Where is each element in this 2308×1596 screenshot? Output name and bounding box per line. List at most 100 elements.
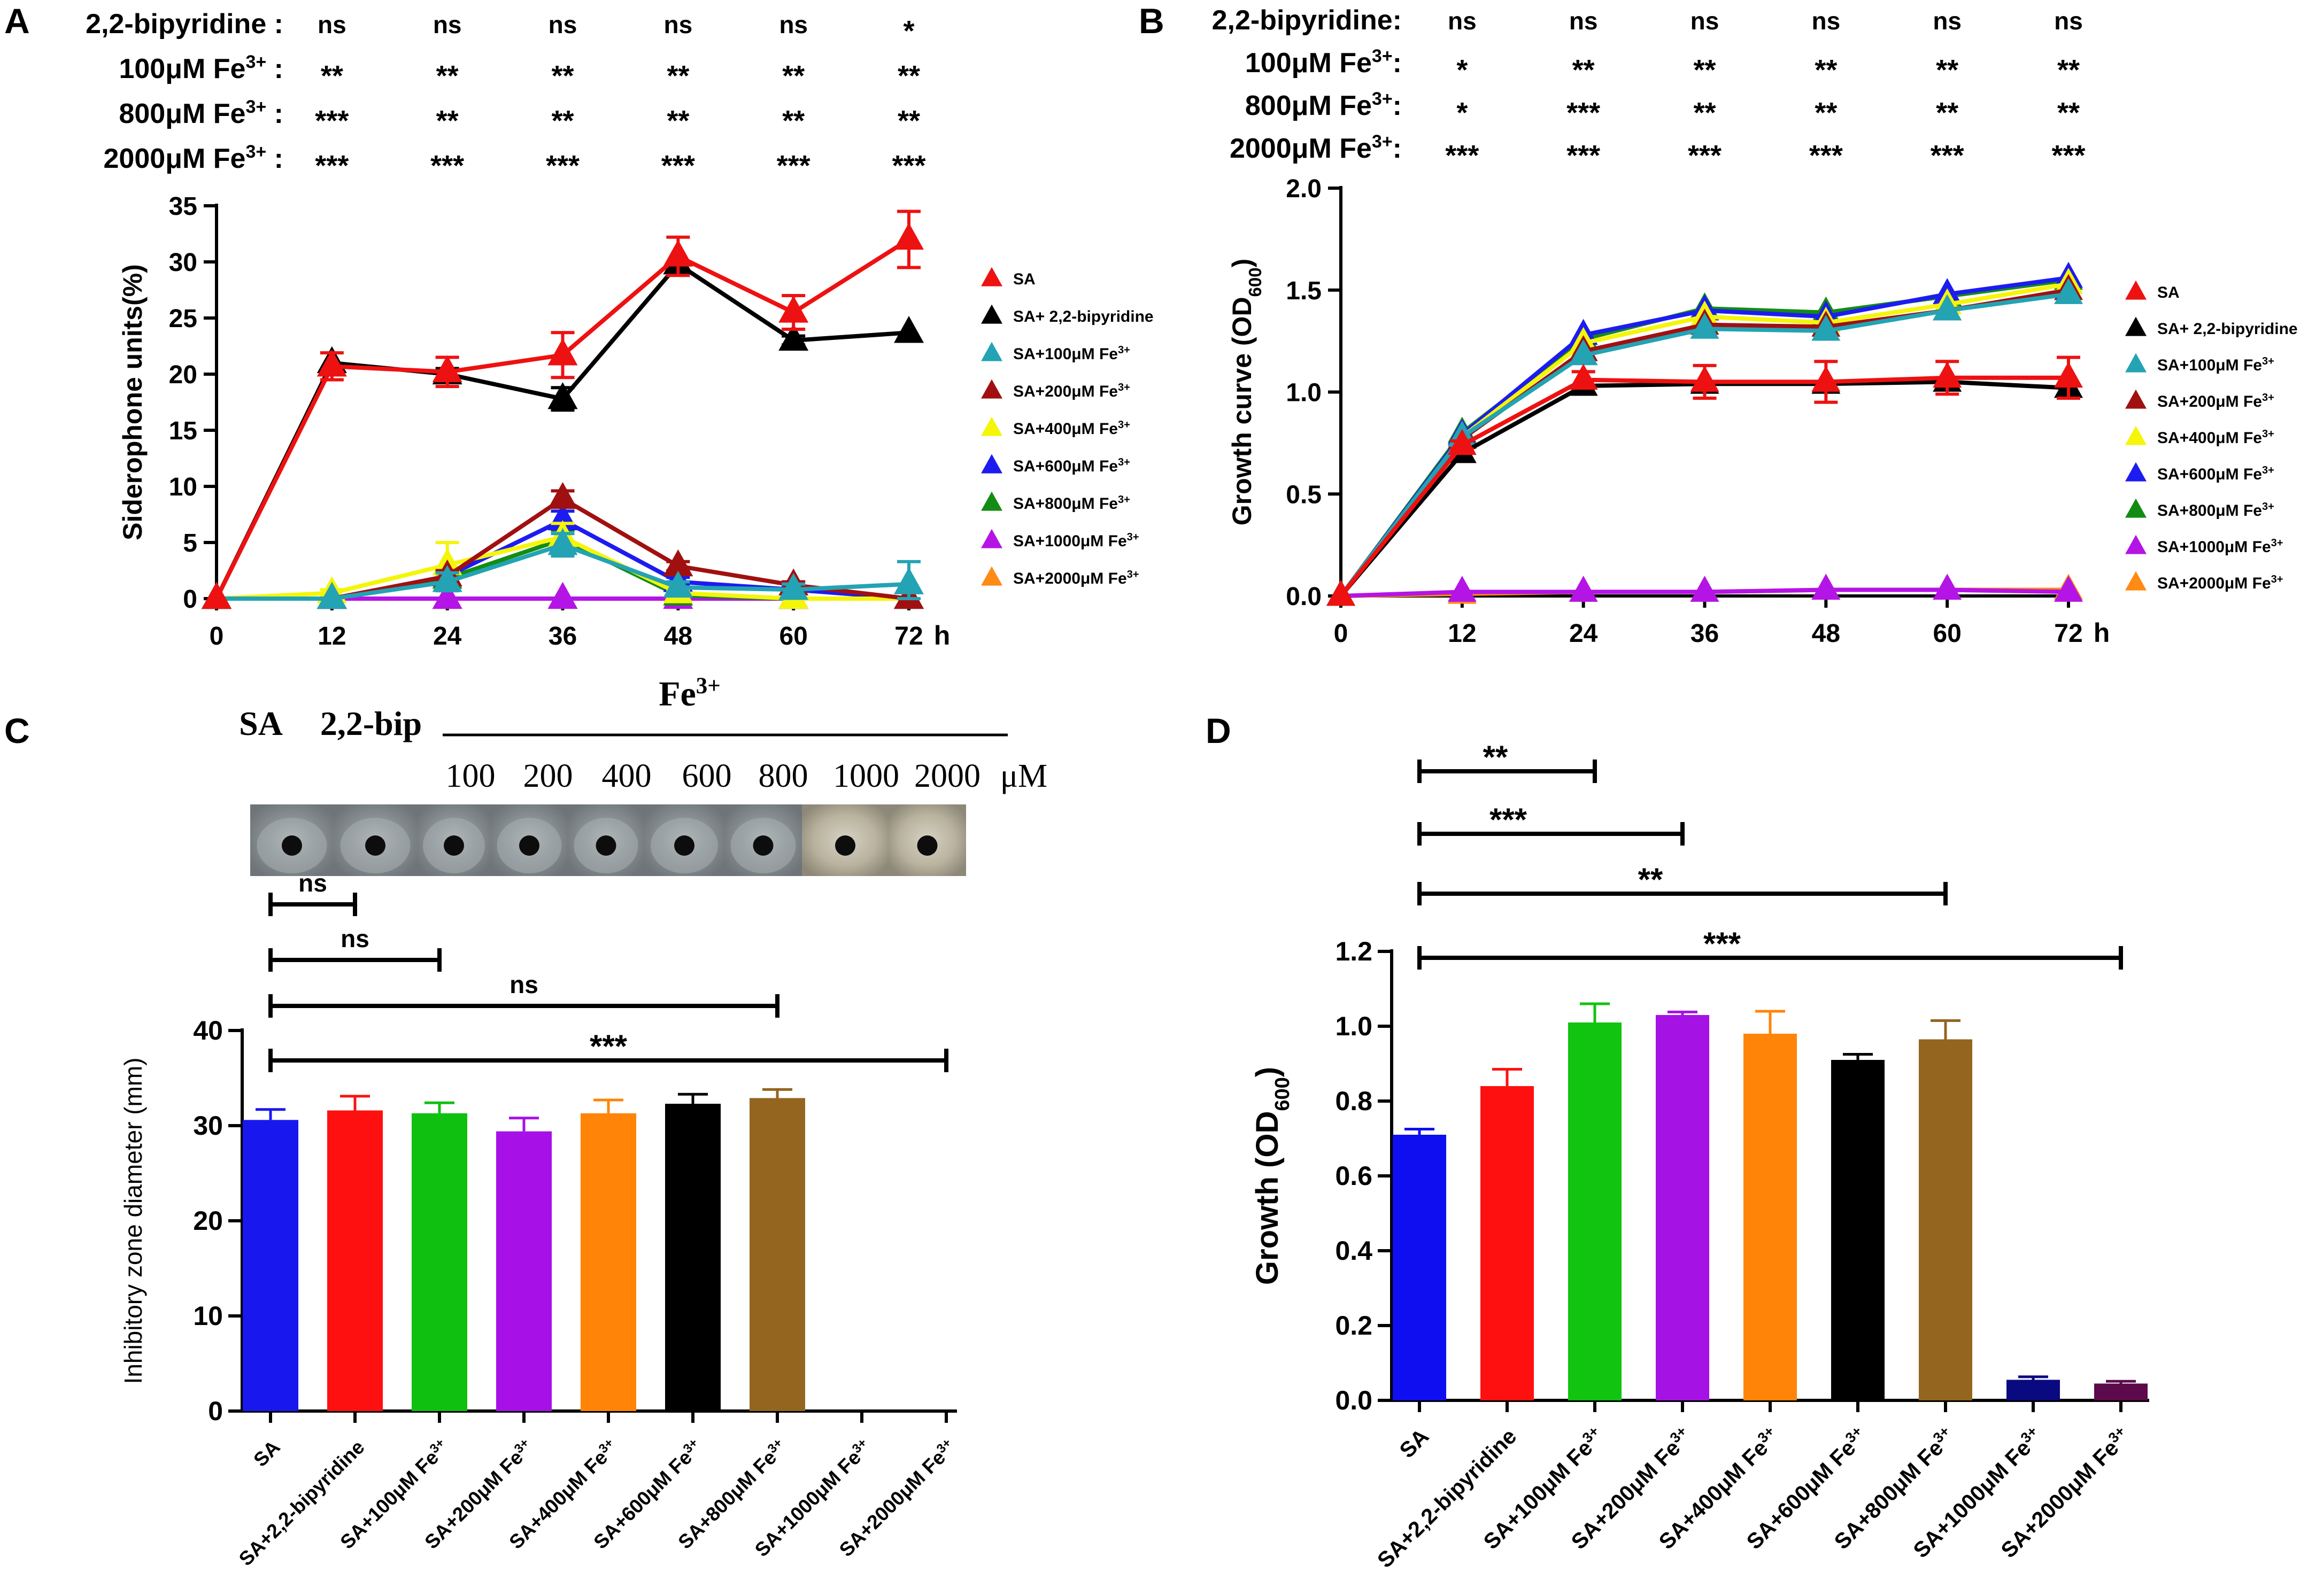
bar	[1919, 1039, 1972, 1400]
y-tick-label: 5	[183, 529, 197, 557]
stat-mark: **	[667, 105, 689, 137]
legend-marker	[2125, 389, 2147, 409]
stat-mark: ns	[663, 11, 692, 38]
data-point	[2054, 278, 2083, 304]
stat-mark: ns	[1569, 7, 1598, 35]
stat-row-label: 2000μM Fe3+​:	[1230, 131, 1402, 164]
legend-label: SA+200μM Fe3+​	[2157, 392, 2274, 410]
data-point	[547, 338, 578, 366]
panel-B: B 2,2-bipyridine: ns ns ns ns ns ns 100μM Fe3+​:…	[1139, 1, 2298, 648]
bar	[327, 1110, 383, 1411]
legend-label: SA+600μM Fe3+​	[2157, 464, 2274, 483]
y-axis-title: Inhibitory zone diameter (mm)	[119, 1058, 147, 1384]
data-point	[778, 572, 809, 600]
data-point	[1811, 366, 1841, 392]
data-point	[2054, 361, 2083, 388]
conc-label: 1000	[833, 758, 899, 794]
data-point	[1569, 576, 1598, 602]
y-tick-label: 30	[169, 249, 197, 277]
x-tick-label: 24	[1569, 619, 1598, 648]
stat-mark: ***	[430, 150, 464, 182]
stat-mark: ***	[1809, 140, 1843, 172]
stat-mark: ns	[1448, 7, 1477, 35]
category-label: SA	[1395, 1424, 1434, 1463]
stat-mark: ***	[892, 150, 925, 182]
y-tick-label: 0	[208, 1396, 223, 1426]
stat-mark: ns	[433, 11, 462, 38]
x-tick-label: 48	[664, 622, 692, 650]
bracket-label: ***	[590, 1028, 628, 1064]
agar-well	[674, 835, 694, 856]
bracket-label: ***	[1489, 802, 1527, 838]
stat-mark: ns	[318, 11, 346, 38]
stat-row-label: 2,2-bipyridine:	[1212, 5, 1402, 36]
y-tick-label: 0.6	[1335, 1161, 1372, 1191]
x-tick-label: 0	[210, 622, 224, 650]
stat-mark: ***	[546, 150, 580, 182]
stat-mark: ***	[1688, 140, 1722, 172]
y-tick-label: 20	[193, 1206, 223, 1236]
data-point	[2054, 576, 2083, 602]
x-tick-label: 12	[318, 622, 346, 650]
x-axis-unit: h	[934, 621, 951, 650]
panel-letter: A	[4, 1, 30, 41]
agar-well	[835, 835, 855, 856]
panel-letter: D	[1206, 711, 1231, 750]
bar	[2006, 1380, 2060, 1400]
legend-marker	[981, 379, 1002, 399]
stat-mark: **	[436, 60, 459, 92]
stat-row-label: 100μM Fe3+​:	[1245, 46, 1402, 79]
legend-marker	[981, 416, 1002, 436]
legend-marker	[2125, 571, 2147, 591]
conc-label: 2000	[914, 758, 981, 794]
bar	[496, 1131, 552, 1411]
stat-mark: **	[551, 60, 574, 92]
header-bip: 2,2-bip	[320, 704, 422, 742]
stat-row-label: 2,2-bipyridine :	[86, 9, 283, 40]
bar	[1656, 1015, 1709, 1400]
header-fe3: Fe3+​	[659, 673, 721, 714]
legend-label: SA+ 2,2-bipyridine	[1013, 308, 1154, 326]
data-point	[547, 582, 578, 609]
bar	[750, 1098, 805, 1411]
bar	[412, 1113, 467, 1411]
legend-label: SA+ 2,2-bipyridine	[2157, 320, 2298, 338]
legend-marker	[981, 267, 1002, 286]
series-line	[1339, 379, 2069, 598]
legend-label: SA+400μM Fe3+​	[2157, 428, 2274, 447]
data-point	[1690, 313, 1719, 339]
stat-mark: ***	[777, 150, 810, 182]
x-axis-unit: h	[2094, 618, 2110, 648]
legend-label: SA+1000μM Fe3+​	[1013, 531, 1139, 550]
data-point	[1447, 576, 1477, 602]
stat-mark: ns	[779, 11, 808, 38]
data-point	[894, 567, 924, 594]
stat-mark: **	[2057, 97, 2080, 129]
agar-well	[753, 835, 774, 856]
legend-label: SA+400μM Fe3+​	[1013, 419, 1130, 438]
stat-mark: ***	[1931, 140, 1964, 172]
legend-label: SA+800μM Fe3+​	[2157, 501, 2274, 520]
x-tick-label: 60	[1933, 619, 1961, 648]
plate-photo	[250, 804, 966, 876]
legend-marker	[981, 454, 1002, 474]
y-axis-title: Siderophone units(%)	[118, 264, 148, 540]
data-point	[202, 582, 231, 609]
bar	[581, 1113, 636, 1411]
bracket-label: ns	[510, 971, 538, 998]
y-tick-label: 0.5	[1286, 481, 1322, 509]
x-tick-label: 60	[779, 622, 807, 650]
x-tick-label: 0	[1334, 619, 1348, 648]
legend-label: SA+100μM Fe3+​	[1013, 344, 1130, 363]
data-point	[547, 382, 578, 409]
stat-mark: **	[1693, 54, 1716, 86]
y-tick-label: 0.2	[1335, 1311, 1372, 1341]
stat-mark: ns	[549, 11, 577, 38]
data-point	[1326, 579, 1355, 606]
stat-mark: **	[2057, 54, 2080, 86]
stat-mark: **	[782, 60, 805, 92]
stat-row-label: 800μM Fe3+​:	[1245, 89, 1402, 121]
y-axis-title: Growth (OD600​)	[1250, 1067, 1294, 1285]
